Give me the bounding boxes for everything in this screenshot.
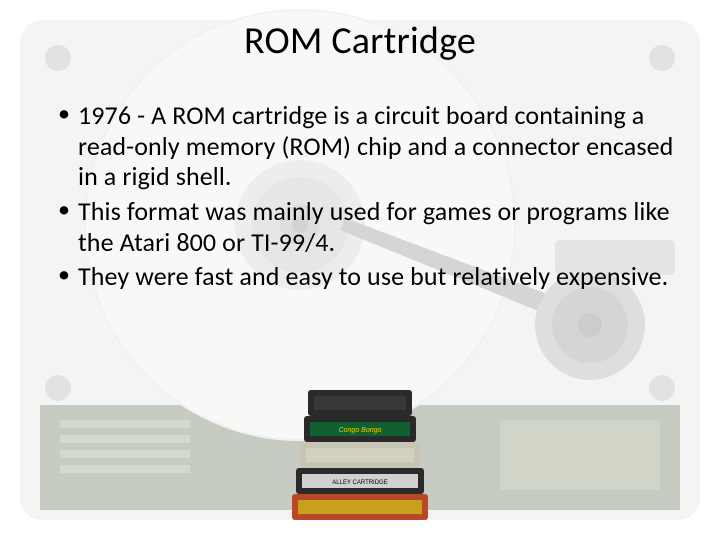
bullet-item: This format was mainly used for games or…	[58, 196, 680, 257]
slide-title: ROM Cartridge	[40, 18, 680, 64]
cartridge-label: Congo Bongo	[339, 427, 382, 434]
bullet-item: They were fast and easy to use but relat…	[58, 261, 680, 292]
cartridge-stack-image: ALLEY CARTRIDGE Congo Bongo	[280, 380, 440, 525]
cartridge-label: ALLEY CARTRIDGE	[332, 480, 387, 486]
bullet-item: 1976 - A ROM cartridge is a circuit boar…	[58, 100, 680, 192]
bullet-list: 1976 - A ROM cartridge is a circuit boar…	[40, 100, 680, 292]
